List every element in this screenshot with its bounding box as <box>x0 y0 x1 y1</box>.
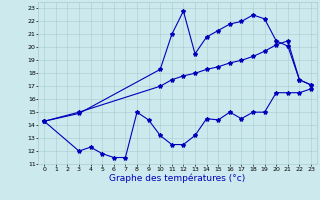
X-axis label: Graphe des températures (°c): Graphe des températures (°c) <box>109 173 246 183</box>
